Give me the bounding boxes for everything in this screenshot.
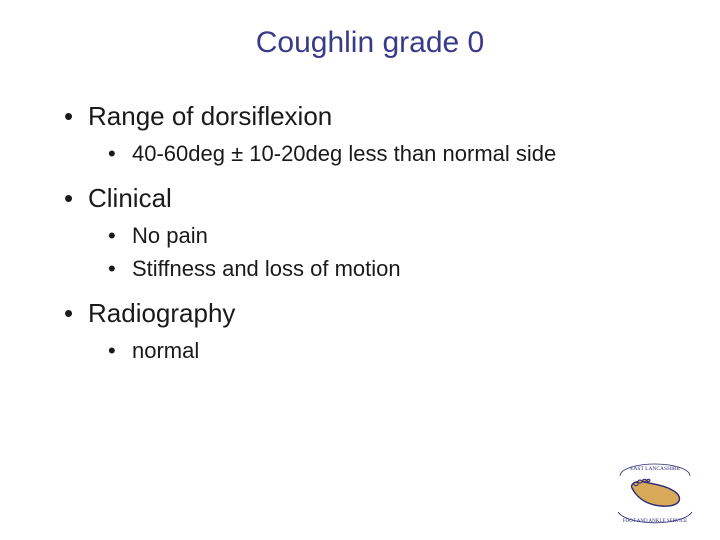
logo: EAST LANCASHIRE FOOT AND ANKLE SERVICE bbox=[610, 456, 700, 526]
logo-top-text: EAST LANCASHIRE bbox=[630, 466, 681, 472]
bullet-label: Radiography bbox=[88, 298, 235, 328]
slide: Coughlin grade 0 Range of dorsiflexion 4… bbox=[0, 0, 720, 540]
sub-list: normal bbox=[88, 337, 680, 366]
sub-item: No pain bbox=[106, 222, 680, 251]
sub-item: normal bbox=[106, 337, 680, 366]
sub-item: Stiffness and loss of motion bbox=[106, 255, 680, 284]
sub-item: 40-60deg ± 10-20deg less than normal sid… bbox=[106, 140, 680, 169]
sub-list: 40-60deg ± 10-20deg less than normal sid… bbox=[88, 140, 680, 169]
foot-ankle-logo-icon: EAST LANCASHIRE FOOT AND ANKLE SERVICE bbox=[610, 456, 700, 526]
bullet-list: Range of dorsiflexion 40-60deg ± 10-20de… bbox=[60, 100, 680, 366]
slide-title: Coughlin grade 0 bbox=[60, 26, 680, 60]
bullet-item: Clinical No pain Stiffness and loss of m… bbox=[60, 182, 680, 283]
bullet-label: Range of dorsiflexion bbox=[88, 101, 332, 131]
logo-bottom-text: FOOT AND ANKLE SERVICE bbox=[623, 519, 687, 524]
sub-list: No pain Stiffness and loss of motion bbox=[88, 222, 680, 283]
bullet-item: Radiography normal bbox=[60, 297, 680, 365]
bullet-label: Clinical bbox=[88, 183, 172, 213]
bullet-item: Range of dorsiflexion 40-60deg ± 10-20de… bbox=[60, 100, 680, 168]
